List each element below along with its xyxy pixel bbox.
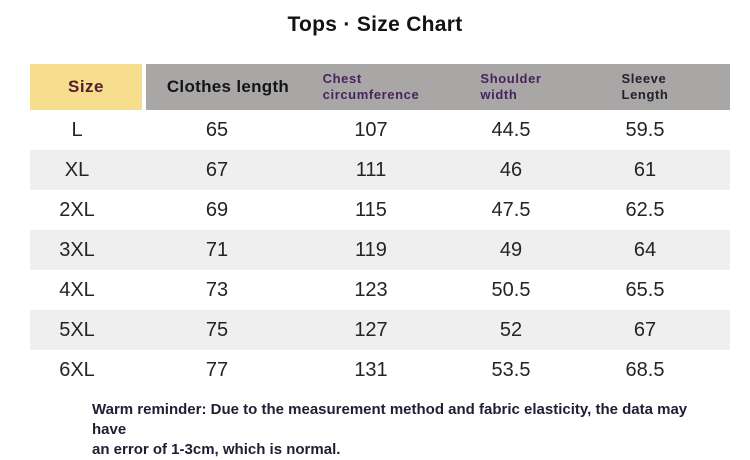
chest-cell: 119 bbox=[355, 238, 387, 261]
size-cell: 6XL bbox=[59, 358, 95, 381]
sleeve-cell: 65.5 bbox=[625, 278, 665, 301]
clothes-length-cell: 67 bbox=[205, 158, 229, 181]
chest-cell: 107 bbox=[354, 118, 388, 141]
header-shoulder-line2: width bbox=[480, 87, 518, 102]
size-chart-table: Size Clothes length Chest circumference … bbox=[30, 64, 730, 390]
table-row: 4XL 73 123 50.5 65.5 bbox=[30, 270, 730, 310]
clothes-length-cell: 71 bbox=[205, 238, 229, 261]
size-cell: 4XL bbox=[59, 278, 95, 301]
page-title: Tops · Size Chart bbox=[287, 13, 463, 36]
warm-reminder-note: Warm reminder: Due to the measurement me… bbox=[92, 400, 692, 460]
table-row: L 65 107 44.5 59.5 bbox=[30, 110, 730, 150]
chest-cell: 127 bbox=[354, 318, 388, 341]
sleeve-cell: 62.5 bbox=[625, 198, 665, 221]
size-cell: 2XL bbox=[59, 198, 95, 221]
chest-cell: 123 bbox=[354, 278, 388, 301]
clothes-length-cell: 65 bbox=[205, 118, 229, 141]
table-row: 2XL 69 115 47.5 62.5 bbox=[30, 190, 730, 230]
header-chest-line2: circumference bbox=[322, 87, 420, 102]
shoulder-cell: 50.5 bbox=[491, 278, 531, 301]
size-cell: 5XL bbox=[59, 318, 95, 341]
shoulder-cell: 47.5 bbox=[491, 198, 531, 221]
chest-cell: 131 bbox=[354, 358, 388, 381]
header-sleeve-line1: Sleeve bbox=[621, 71, 667, 86]
table-header-row: Size Clothes length Chest circumference … bbox=[30, 64, 730, 110]
clothes-length-cell: 69 bbox=[205, 198, 229, 221]
header-cell-sleeve-length: Sleeve Length bbox=[590, 64, 730, 110]
sleeve-cell: 68.5 bbox=[625, 358, 665, 381]
clothes-length-cell: 77 bbox=[205, 358, 229, 381]
sleeve-cell: 59.5 bbox=[625, 118, 665, 141]
size-cell: 3XL bbox=[59, 238, 95, 261]
header-sleeve-line2: Length bbox=[621, 87, 669, 102]
size-cell: L bbox=[71, 118, 83, 141]
clothes-length-cell: 75 bbox=[205, 318, 229, 341]
sleeve-cell: 67 bbox=[633, 318, 657, 341]
header-cell-clothes-length: Clothes length bbox=[166, 77, 290, 96]
shoulder-cell: 49 bbox=[499, 238, 523, 261]
shoulder-cell: 44.5 bbox=[491, 118, 531, 141]
header-cell-size: Size bbox=[30, 64, 142, 110]
header-cell-chest-circumference: Chest circumference bbox=[310, 64, 432, 110]
table-row: 6XL 77 131 53.5 68.5 bbox=[30, 350, 730, 390]
table-row: 5XL 75 127 52 67 bbox=[30, 310, 730, 350]
clothes-length-cell: 73 bbox=[205, 278, 229, 301]
chest-cell: 111 bbox=[355, 158, 387, 181]
size-cell: XL bbox=[64, 158, 90, 181]
table-row: XL 67 111 46 61 bbox=[30, 150, 730, 190]
header-chest-line1: Chest bbox=[322, 71, 362, 86]
table-row: 3XL 71 119 49 64 bbox=[30, 230, 730, 270]
header-cell-shoulder-width: Shoulder width bbox=[432, 64, 590, 110]
sleeve-cell: 61 bbox=[633, 158, 657, 181]
shoulder-cell: 53.5 bbox=[491, 358, 531, 381]
header-shoulder-line1: Shoulder bbox=[480, 71, 542, 86]
sleeve-cell: 64 bbox=[633, 238, 657, 261]
chest-cell: 115 bbox=[355, 198, 387, 221]
warm-reminder-line2: an error of 1-3cm, which is normal. bbox=[92, 441, 341, 458]
shoulder-cell: 52 bbox=[499, 318, 523, 341]
shoulder-cell: 46 bbox=[499, 158, 523, 181]
table-header-gray-section: Clothes length Chest circumference Shoul… bbox=[146, 64, 730, 110]
warm-reminder-line1: Warm reminder: Due to the measurement me… bbox=[92, 401, 688, 438]
